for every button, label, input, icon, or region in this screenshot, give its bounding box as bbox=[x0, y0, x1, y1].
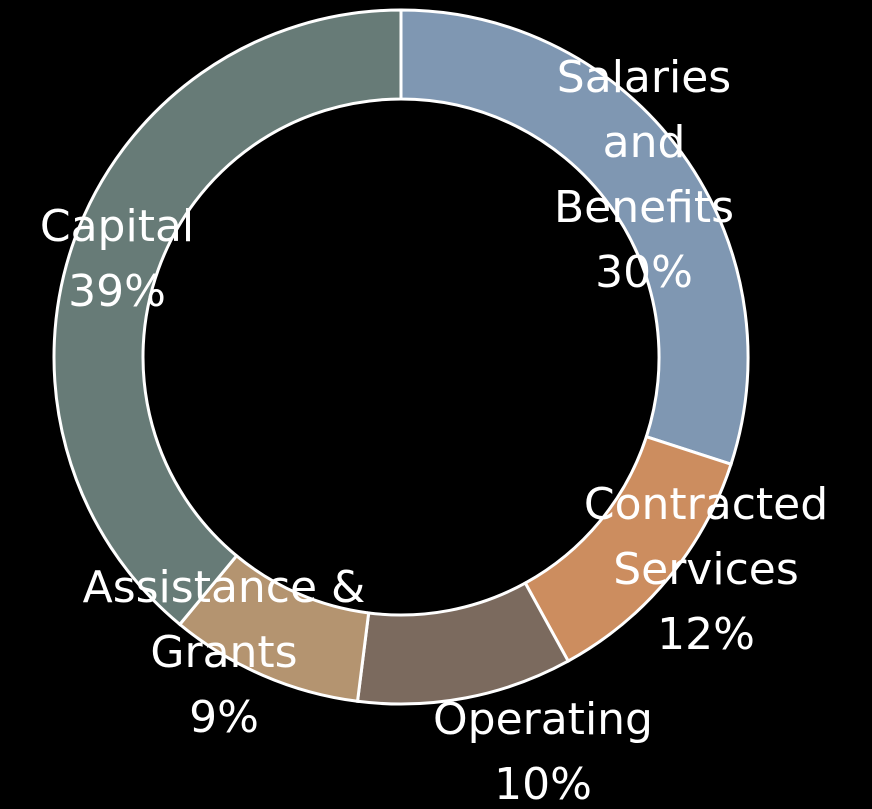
value-label: 9% bbox=[189, 692, 259, 743]
segment-label: Contracted Services bbox=[584, 479, 828, 595]
donut-segment bbox=[355, 581, 571, 706]
value-label: 12% bbox=[657, 609, 755, 660]
value-label: 39% bbox=[68, 266, 166, 317]
value-label: 10% bbox=[494, 759, 592, 809]
value-label: 30% bbox=[595, 247, 693, 298]
segment-label: Salaries and Benefits bbox=[554, 52, 734, 233]
donut-segment bbox=[399, 8, 750, 467]
segment-label: Capital bbox=[40, 201, 194, 252]
segment-label: Operating bbox=[433, 694, 653, 745]
segment-label: Assistance & Grants bbox=[83, 562, 366, 678]
donut-segment bbox=[52, 8, 403, 627]
